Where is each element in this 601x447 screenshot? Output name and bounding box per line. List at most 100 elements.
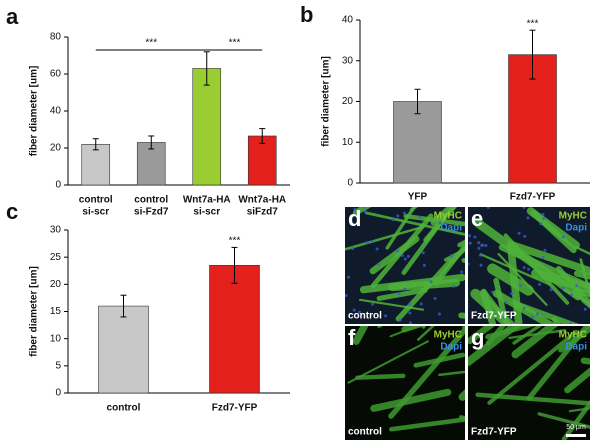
myotube [358, 298, 425, 311]
nucleus [517, 231, 521, 235]
y-tick-label: 0 [55, 388, 61, 399]
nucleus [403, 287, 407, 291]
myotube [513, 301, 580, 324]
nucleus [398, 318, 402, 322]
micrograph [345, 207, 465, 324]
nucleus [402, 211, 406, 215]
nucleus [519, 283, 523, 287]
nucleus [396, 214, 400, 218]
nucleus [375, 247, 379, 251]
nucleus [400, 254, 404, 258]
significance-label: *** [229, 38, 241, 49]
myotube [555, 265, 590, 308]
nucleus [352, 308, 356, 312]
myotube [345, 225, 424, 251]
panel-letter: c [6, 199, 18, 224]
nucleus [510, 292, 514, 296]
nucleus [347, 275, 351, 279]
nucleus [429, 280, 433, 284]
stain-label: Dapi [440, 342, 462, 353]
nucleus [363, 209, 367, 213]
x-tick-label: YFP [408, 192, 428, 203]
panel-letter: f [348, 325, 356, 350]
error-bar [203, 51, 210, 86]
y-tick-label: 40 [342, 15, 354, 26]
nucleus [468, 241, 472, 245]
nucleus [486, 207, 490, 209]
nucleus [478, 253, 482, 257]
nucleus [449, 254, 453, 258]
y-axis-label: fiber diameter [um] [29, 66, 40, 157]
nucleus [419, 302, 423, 306]
y-axis-label: fiber diameter [um] [29, 266, 40, 357]
bar [98, 305, 149, 394]
myotube [468, 326, 522, 366]
error-bar [120, 294, 127, 318]
panel-letter: g [471, 325, 484, 350]
nucleus [357, 310, 361, 314]
myotube [530, 209, 577, 254]
nucleus [371, 240, 375, 244]
nucleus [363, 207, 367, 209]
x-tick-label: siFzd7 [247, 207, 279, 218]
significance-label: *** [145, 38, 157, 49]
nucleus [422, 263, 426, 267]
nucleus [396, 249, 400, 253]
myotube [389, 326, 420, 338]
myotube [480, 288, 497, 324]
myotube [403, 213, 465, 227]
nucleus [476, 222, 480, 226]
nucleus [480, 243, 484, 247]
myotube [487, 263, 534, 296]
nucleus [384, 314, 388, 318]
myotube [526, 326, 590, 401]
nucleus [452, 284, 456, 288]
y-tick-label: 0 [347, 178, 353, 189]
nucleus [549, 288, 553, 292]
error-bar [92, 138, 99, 151]
nucleus [569, 321, 573, 324]
nucleus [353, 213, 357, 217]
error-bar [414, 88, 421, 115]
panel-letter: b [300, 2, 313, 27]
nucleus [542, 217, 546, 221]
myotube [493, 277, 509, 324]
x-tick-label: Fzd7-YFP [510, 192, 556, 203]
myotube [385, 207, 417, 250]
nucleus [479, 263, 483, 267]
bar [81, 144, 111, 186]
y-tick-label: 30 [342, 55, 354, 66]
nucleus [371, 302, 375, 306]
myotube [355, 373, 406, 380]
myotube [438, 370, 465, 377]
x-tick-label: control [134, 195, 168, 206]
myotube [497, 252, 548, 306]
myotube [359, 273, 465, 294]
nucleus [438, 221, 442, 225]
nucleus [403, 257, 407, 261]
nucleus [526, 216, 530, 220]
stain-label: MyHC [559, 211, 587, 222]
myotube [417, 326, 435, 341]
x-tick-label: Wnt7a-HA [238, 195, 286, 206]
significance-label: *** [229, 236, 241, 247]
error-bar [259, 128, 266, 144]
condition-label: Fzd7-YFP [471, 427, 517, 438]
scale-bar-label: 50 µm [566, 424, 586, 431]
myotube [511, 326, 558, 359]
nucleus [408, 311, 412, 315]
y-tick-label: 60 [50, 69, 62, 80]
micrograph [345, 326, 465, 440]
y-tick-label: 20 [50, 279, 62, 290]
y-tick-label: 80 [50, 32, 62, 43]
panel-letter: e [471, 206, 483, 231]
micrograph [468, 207, 590, 324]
y-tick-label: 20 [342, 96, 354, 107]
x-tick-label: si-Fzd7 [134, 207, 169, 218]
nucleus [502, 316, 506, 320]
nucleus [527, 267, 531, 271]
myotube [347, 340, 429, 384]
nucleus [539, 222, 543, 226]
nucleus [561, 235, 565, 239]
